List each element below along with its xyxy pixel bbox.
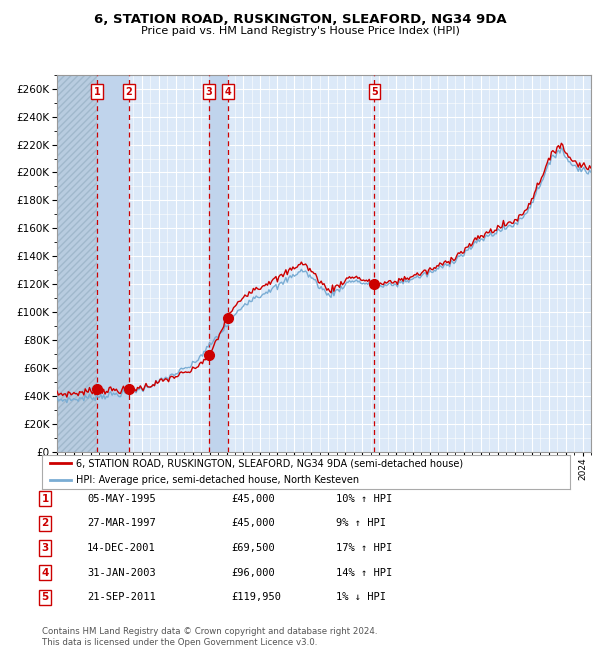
Text: £119,950: £119,950 [231,592,281,603]
Bar [57,75,97,452]
Text: Price paid vs. HM Land Registry's House Price Index (HPI): Price paid vs. HM Land Registry's House … [140,26,460,36]
Text: 27-MAR-1997: 27-MAR-1997 [87,518,156,528]
Text: 05-MAY-1995: 05-MAY-1995 [87,493,156,504]
Text: 31-JAN-2003: 31-JAN-2003 [87,567,156,578]
Text: 1: 1 [94,86,100,97]
Text: £45,000: £45,000 [231,518,275,528]
Text: 5: 5 [371,86,378,97]
Text: 9% ↑ HPI: 9% ↑ HPI [336,518,386,528]
Text: 21-SEP-2011: 21-SEP-2011 [87,592,156,603]
Text: 6, STATION ROAD, RUSKINGTON, SLEAFORD, NG34 9DA (semi-detached house): 6, STATION ROAD, RUSKINGTON, SLEAFORD, N… [76,458,463,469]
Text: 5: 5 [41,592,49,603]
Text: £69,500: £69,500 [231,543,275,553]
Text: £96,000: £96,000 [231,567,275,578]
Text: 10% ↑ HPI: 10% ↑ HPI [336,493,392,504]
Text: 4: 4 [224,86,231,97]
Text: 14% ↑ HPI: 14% ↑ HPI [336,567,392,578]
Text: 1: 1 [41,493,49,504]
Text: 17% ↑ HPI: 17% ↑ HPI [336,543,392,553]
Text: 2: 2 [41,518,49,528]
Text: 3: 3 [205,86,212,97]
Text: 3: 3 [41,543,49,553]
Text: £45,000: £45,000 [231,493,275,504]
Text: 4: 4 [41,567,49,578]
Text: 6, STATION ROAD, RUSKINGTON, SLEAFORD, NG34 9DA: 6, STATION ROAD, RUSKINGTON, SLEAFORD, N… [94,13,506,26]
Bar [97,75,129,452]
Text: 1% ↓ HPI: 1% ↓ HPI [336,592,386,603]
Text: 2: 2 [125,86,132,97]
Text: Contains HM Land Registry data © Crown copyright and database right 2024.
This d: Contains HM Land Registry data © Crown c… [42,627,377,647]
Text: HPI: Average price, semi-detached house, North Kesteven: HPI: Average price, semi-detached house,… [76,475,359,486]
Text: 14-DEC-2001: 14-DEC-2001 [87,543,156,553]
Bar [209,75,228,452]
